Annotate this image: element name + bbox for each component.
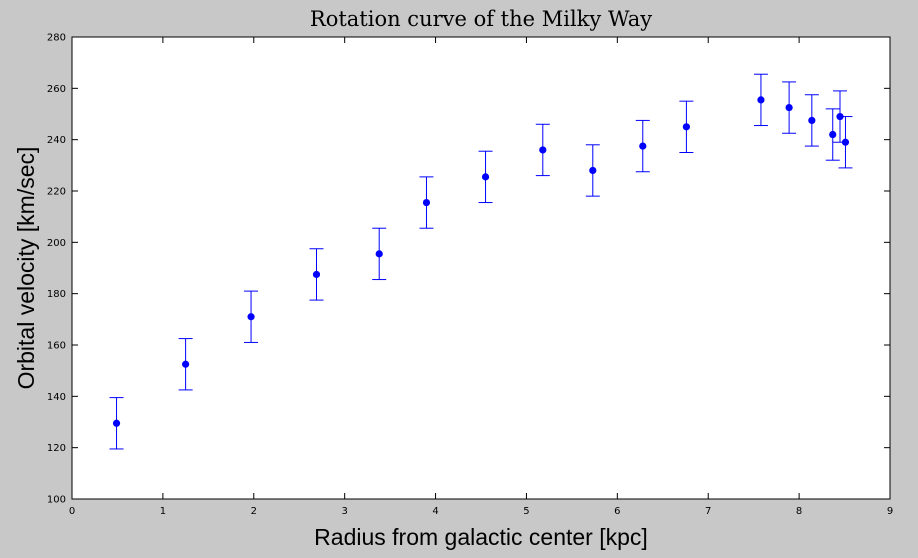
x-tick-label: 6 [614,506,620,517]
y-axis-ticks: 100 120 140 160 180 200 220 240 260 280 [47,33,890,506]
x-tick-label: 0 [69,506,75,517]
data-point [841,138,850,146]
data-point [481,173,490,181]
y-tick-label: 240 [47,135,66,146]
x-axis-ticks: 0 1 2 3 4 5 6 7 8 9 [69,37,893,517]
y-tick-label: 220 [47,187,66,198]
data-point [312,270,321,279]
x-tick-label: 1 [160,506,166,517]
y-tick-label: 260 [47,84,66,95]
y-tick-label: 100 [47,495,66,506]
y-tick-label: 180 [47,289,66,300]
x-tick-label: 7 [705,506,711,517]
data-point [112,419,121,427]
data-point [182,360,190,368]
data-series [109,73,853,450]
data-point [375,250,383,258]
y-tick-label: 280 [47,33,66,44]
x-axis-label: Radius from galactic center [kpc] [314,524,648,550]
y-tick-label: 120 [47,443,66,454]
x-tick-label: 4 [432,506,438,517]
data-point [589,166,597,175]
data-point [682,123,691,131]
x-tick-label: 8 [796,506,802,517]
data-point [785,103,793,112]
data-point [757,96,765,104]
data-point [808,116,816,125]
chart-title: Rotation curve of the Milky Way [310,7,652,31]
data-point [829,130,837,139]
x-tick-label: 9 [887,506,893,517]
x-tick-label: 2 [251,506,257,517]
data-point [539,146,547,154]
data-point [639,142,647,150]
y-axis-label: Orbital velocity [km/sec] [13,147,39,390]
x-tick-label: 3 [341,506,347,517]
y-tick-label: 200 [47,238,66,249]
data-point [247,313,255,321]
x-tick-label: 5 [523,506,529,517]
plot-area [71,36,891,500]
y-tick-label: 140 [47,392,66,403]
data-point [422,198,431,207]
y-tick-label: 160 [47,341,66,352]
